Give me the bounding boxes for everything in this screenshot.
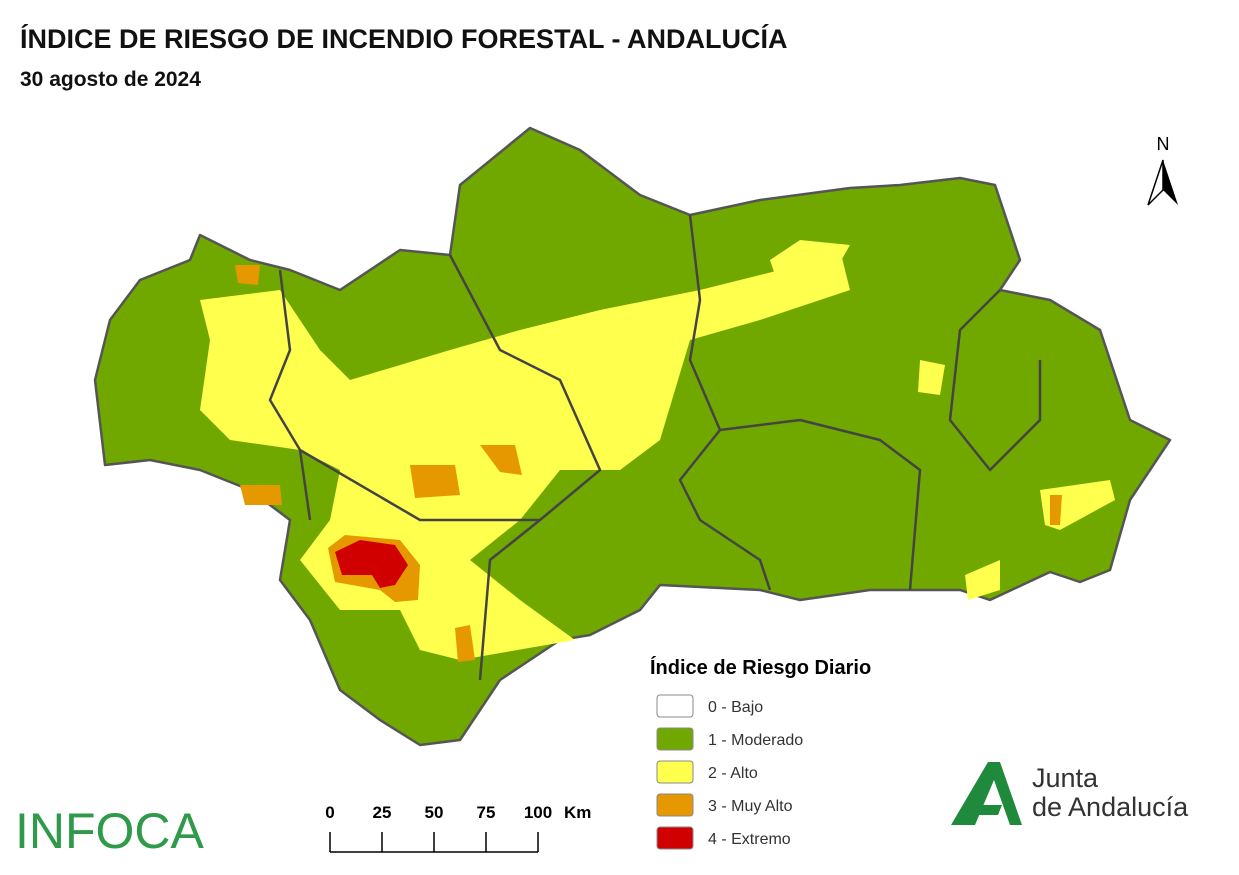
scale-label: 0 xyxy=(325,803,334,822)
scale-unit: Km xyxy=(564,803,591,822)
legend-title: Índice de Riesgo Diario xyxy=(650,656,871,679)
legend-label: 0 - Bajo xyxy=(708,699,763,716)
region-muy-alto xyxy=(410,465,460,498)
junta-text: Junta xyxy=(1032,763,1099,793)
north-arrow: N xyxy=(1147,134,1178,206)
junta-logo: Junta de Andalucía xyxy=(951,762,1189,825)
legend-label: 2 - Alto xyxy=(708,765,758,782)
province-border xyxy=(299,448,540,522)
scale-label: 50 xyxy=(425,803,444,822)
infoca-logo: INFOCA xyxy=(15,803,205,859)
region-alto xyxy=(918,360,945,395)
scale-label: 25 xyxy=(373,803,392,822)
legend-label: 3 - Muy Alto xyxy=(708,798,793,815)
province-border xyxy=(948,289,1042,472)
legend-label: 4 - Extremo xyxy=(708,831,791,848)
province-border xyxy=(719,418,922,591)
legend-swatch xyxy=(656,826,694,850)
junta-emblem xyxy=(951,762,1022,825)
map-subtitle: 30 agosto de 2024 xyxy=(20,68,201,91)
region-extremo xyxy=(335,540,408,588)
legend-swatch xyxy=(656,793,694,817)
legend-label: 1 - Moderado xyxy=(708,732,803,749)
scale-label: 75 xyxy=(477,803,496,822)
region-muy-alto xyxy=(1050,495,1062,525)
north-arrow-left xyxy=(1147,159,1164,206)
region-muy-alto xyxy=(455,625,475,662)
province-border xyxy=(678,214,772,591)
legend-swatch xyxy=(656,727,694,751)
region-alto xyxy=(770,240,850,290)
north-arrow-right xyxy=(1163,160,1178,205)
province-border xyxy=(268,269,312,521)
region-muy-alto xyxy=(480,445,522,475)
map-title: ÍNDICE DE RIESGO DE INCENDIO FORESTAL - … xyxy=(20,24,788,54)
region-map xyxy=(93,126,1172,747)
junta-text: de Andalucía xyxy=(1032,792,1189,822)
legend-swatch xyxy=(656,760,694,784)
legend: 0 - Bajo 1 - Moderado 2 - Alto 3 - Muy Alto… xyxy=(656,694,803,850)
scale-bar: 0 25 50 75 100 Km xyxy=(325,803,591,853)
region-muy-alto xyxy=(240,485,282,505)
scale-label: 100 xyxy=(524,803,552,822)
region-alto xyxy=(965,560,1000,600)
region-muy-alto xyxy=(235,265,260,285)
legend-swatch xyxy=(656,694,694,718)
junta-emblem-bar xyxy=(962,805,1002,815)
north-label: N xyxy=(1157,134,1170,154)
province-border xyxy=(448,254,602,681)
